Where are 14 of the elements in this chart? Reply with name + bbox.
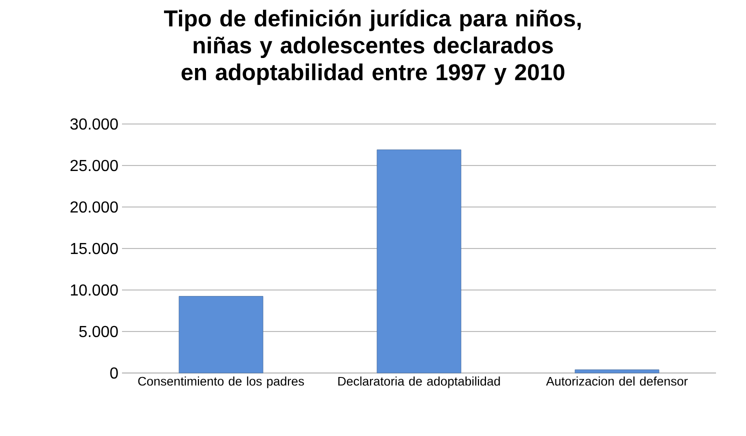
y-tick-label: 20.000 bbox=[70, 201, 118, 213]
y-tick-label: 30.000 bbox=[70, 118, 118, 130]
bar bbox=[178, 296, 264, 374]
y-tick-label: 15.000 bbox=[70, 242, 118, 254]
y-tick-label: 25.000 bbox=[70, 160, 118, 172]
chart-title: Tipo de definición jurídica para niños, niñas y adolescentes declarados en adoptabilidad entre 1997 y 2010 bbox=[164, 10, 581, 85]
y-tick-label: 5.000 bbox=[79, 326, 118, 338]
y-tick-label: 10.000 bbox=[70, 284, 118, 296]
y-tick-label: 0 bbox=[110, 367, 118, 379]
x-tick-label: Declaratoria de adoptabilidad bbox=[338, 376, 500, 388]
bar bbox=[574, 369, 660, 374]
x-tick-label: Consentimiento de los padres bbox=[138, 376, 304, 388]
bar bbox=[376, 150, 462, 374]
x-tick-label: Autorizacion del defensor bbox=[546, 376, 688, 386]
